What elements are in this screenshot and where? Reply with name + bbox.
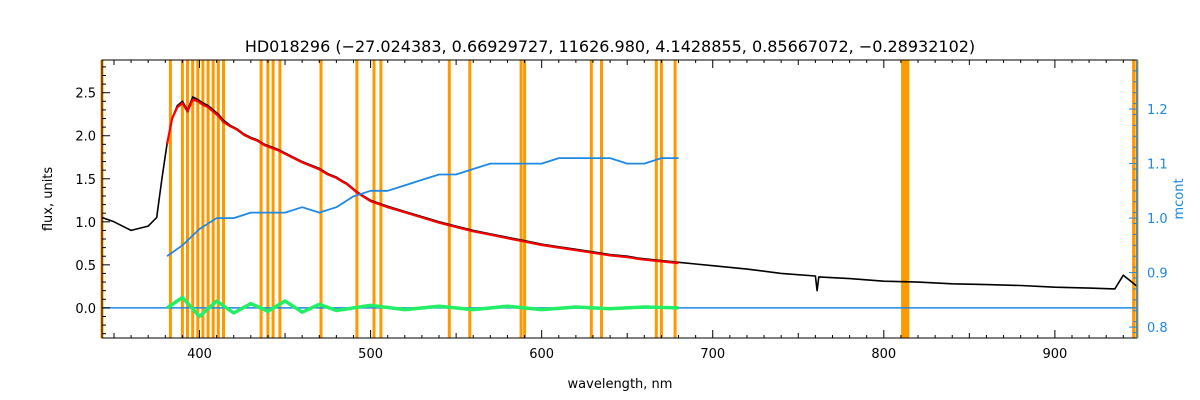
mask-band-10 <box>222 60 225 338</box>
mask-band-5 <box>196 60 200 338</box>
mask-band-19 <box>447 60 451 338</box>
y-tick-label-0.5: 0.5 <box>75 259 96 274</box>
series-residual <box>166 295 679 319</box>
mask-band-15 <box>319 60 323 338</box>
mask-band-21 <box>519 60 523 338</box>
mask-band-18 <box>379 60 383 338</box>
mask-bands <box>100 60 1139 338</box>
y-tick-label-0: 0.0 <box>75 302 96 317</box>
y-axis: 0.0 0.5 1.0 1.5 2.0 2.5 <box>75 66 110 335</box>
mask-band-30 <box>904 60 908 338</box>
mask-band-1 <box>168 60 172 338</box>
mask-band-12 <box>266 60 270 338</box>
mask-band-25 <box>654 60 658 338</box>
mask-band-7 <box>206 60 210 338</box>
mask-band-29 <box>902 60 906 338</box>
mask-band-4 <box>191 60 195 338</box>
mask-band-31 <box>906 60 910 338</box>
y-tick-label-1.5: 1.5 <box>75 173 96 188</box>
x-tick-label-400: 400 <box>187 347 212 362</box>
mask-band-17 <box>372 60 376 338</box>
mask-band-14 <box>278 60 282 338</box>
series-observed <box>101 96 1138 292</box>
mask-band-13 <box>271 60 275 338</box>
x-axis: 400 500 600 700 800 900 <box>113 60 1124 362</box>
y2-axis-title: mcont <box>1172 178 1187 219</box>
mask-band-3 <box>186 60 189 338</box>
mask-band-20 <box>468 60 472 338</box>
mask-band-28 <box>901 60 905 338</box>
y2-axis: 0.8 0.9 1.0 1.1 1.2 <box>1129 60 1168 338</box>
x-tick-label-800: 800 <box>871 347 896 362</box>
mask-band-24 <box>600 60 603 338</box>
x-tick-label-600: 600 <box>529 347 554 362</box>
y-tick-label-2.5: 2.5 <box>75 87 96 102</box>
x-tick-label-900: 900 <box>1042 347 1067 362</box>
x-tick-label-500: 500 <box>358 347 383 362</box>
series-model <box>165 98 679 265</box>
mask-band-9 <box>216 60 220 338</box>
y2-tick-label-1.2: 1.2 <box>1147 103 1168 118</box>
y-axis-title: flux, units <box>41 167 56 232</box>
mask-band-27 <box>673 60 677 338</box>
y-tick-label-1: 1.0 <box>75 216 96 231</box>
x-axis-title: wavelength, nm <box>568 377 673 392</box>
plot-frame <box>101 59 1138 339</box>
series-layer <box>101 96 1138 319</box>
y2-tick-label-1: 1.0 <box>1147 212 1168 227</box>
mask-band-2 <box>180 60 184 338</box>
x-tick-label-700: 700 <box>700 347 725 362</box>
mask-band-11 <box>259 60 263 338</box>
series-continuum <box>166 157 679 257</box>
mask-band-8 <box>211 60 215 338</box>
chart-title: HD018296 (−27.024383, 0.66929727, 11626.… <box>245 37 975 56</box>
mask-band-26 <box>659 60 663 338</box>
mask-band-6 <box>201 60 205 338</box>
mask-band-16 <box>355 60 359 338</box>
y2-tick-label-0.8: 0.8 <box>1147 321 1168 336</box>
y2-tick-label-1.1: 1.1 <box>1147 158 1168 173</box>
y-tick-label-2: 2.0 <box>75 130 96 145</box>
mask-band-22 <box>523 60 527 338</box>
y2-tick-label-0.9: 0.9 <box>1147 267 1168 282</box>
mask-band-32 <box>1132 60 1136 338</box>
mask-band-23 <box>589 60 593 338</box>
